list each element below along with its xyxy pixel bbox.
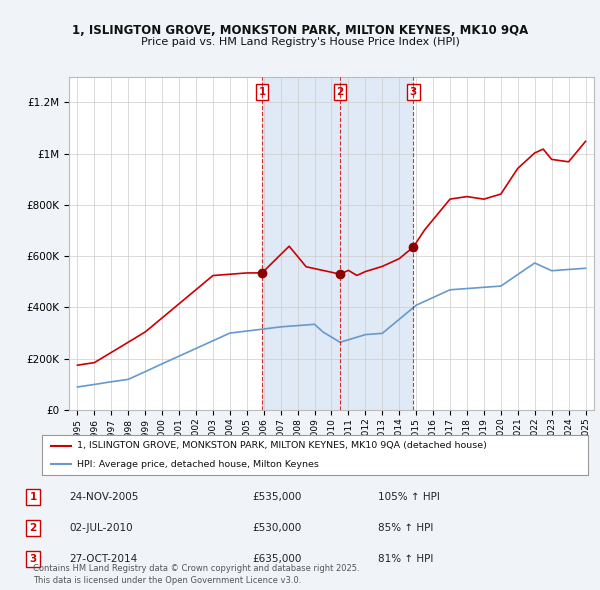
Text: 85% ↑ HPI: 85% ↑ HPI [378, 523, 433, 533]
Text: 02-JUL-2010: 02-JUL-2010 [69, 523, 133, 533]
Text: 1, ISLINGTON GROVE, MONKSTON PARK, MILTON KEYNES, MK10 9QA: 1, ISLINGTON GROVE, MONKSTON PARK, MILTO… [72, 24, 528, 37]
Text: 105% ↑ HPI: 105% ↑ HPI [378, 492, 440, 502]
Text: 81% ↑ HPI: 81% ↑ HPI [378, 555, 433, 564]
Text: 1, ISLINGTON GROVE, MONKSTON PARK, MILTON KEYNES, MK10 9QA (detached house): 1, ISLINGTON GROVE, MONKSTON PARK, MILTO… [77, 441, 487, 450]
Text: £535,000: £535,000 [252, 492, 301, 502]
Text: £530,000: £530,000 [252, 523, 301, 533]
Text: Price paid vs. HM Land Registry's House Price Index (HPI): Price paid vs. HM Land Registry's House … [140, 37, 460, 47]
Text: 2: 2 [29, 523, 37, 533]
Text: HPI: Average price, detached house, Milton Keynes: HPI: Average price, detached house, Milt… [77, 460, 319, 468]
Text: 1: 1 [29, 492, 37, 502]
Text: 3: 3 [410, 87, 417, 97]
Text: 2: 2 [337, 87, 344, 97]
Text: 27-OCT-2014: 27-OCT-2014 [69, 555, 137, 564]
Text: 1: 1 [259, 87, 266, 97]
Text: 3: 3 [29, 555, 37, 564]
Text: Contains HM Land Registry data © Crown copyright and database right 2025.
This d: Contains HM Land Registry data © Crown c… [33, 565, 359, 585]
Text: 24-NOV-2005: 24-NOV-2005 [69, 492, 139, 502]
Text: £635,000: £635,000 [252, 555, 301, 564]
Bar [262, 77, 413, 410]
